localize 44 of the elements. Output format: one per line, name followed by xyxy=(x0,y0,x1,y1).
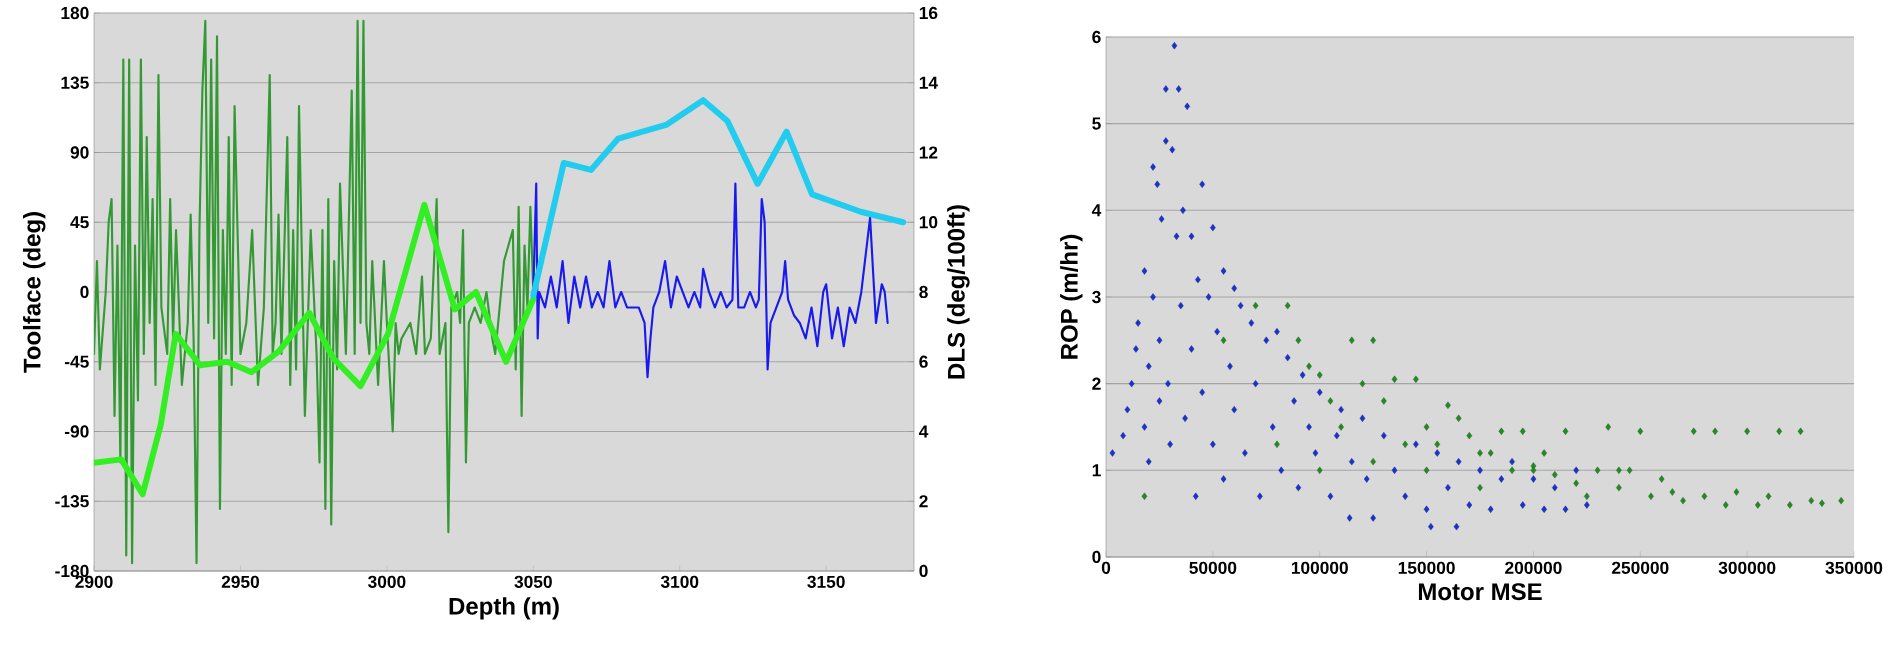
y-axis-title: Toolface (deg) xyxy=(22,212,46,373)
y-tick-label: 0 xyxy=(1092,550,1101,564)
x-axis-title: Depth (m) xyxy=(449,597,559,620)
x-tick-label: 250000 xyxy=(1611,561,1669,574)
y-tick-label: 2 xyxy=(1092,377,1101,390)
x-tick-label: 50000 xyxy=(1189,561,1237,574)
x-tick-label: 2900 xyxy=(75,575,113,588)
line-series xyxy=(94,19,535,565)
y-tick-label: 1 xyxy=(1092,464,1101,477)
y-tick-label: -180 xyxy=(55,564,89,578)
y2-tick-label: 8 xyxy=(919,285,928,299)
y2-tick-label: 16 xyxy=(919,6,938,20)
x-tick-label: 3150 xyxy=(807,575,845,588)
y-tick-label: 180 xyxy=(61,6,89,20)
x-tick-label: 0 xyxy=(1101,561,1111,574)
y-tick-label: 0 xyxy=(80,285,89,299)
y2-tick-label: 2 xyxy=(919,495,928,508)
y-axis-title: ROP (m/hr) xyxy=(1060,234,1083,359)
y-tick-label: 5 xyxy=(1092,117,1101,130)
x-tick-label: 2950 xyxy=(221,575,260,588)
y2-axis-title: DLS (deg/100ft) xyxy=(947,205,970,379)
y-tick-label: -135 xyxy=(55,495,89,508)
y2-tick-label: 4 xyxy=(919,425,929,438)
y-tick-label: 3 xyxy=(1092,290,1101,304)
y-tick-label: 6 xyxy=(1092,30,1101,44)
x-tick-label: 300000 xyxy=(1718,561,1776,574)
x-tick-label: 3000 xyxy=(367,575,406,588)
x-tick-label: 150000 xyxy=(1398,561,1455,574)
y2-tick-label: 10 xyxy=(919,216,938,229)
x-axis-title: Motor MSE xyxy=(1418,583,1542,601)
x-tick-label: 3100 xyxy=(660,575,699,588)
y-tick-label: -90 xyxy=(64,425,89,438)
y-tick-label: 45 xyxy=(70,216,89,229)
y2-tick-label: 14 xyxy=(919,76,938,89)
y2-tick-label: 6 xyxy=(919,355,928,368)
x-tick-label: 100000 xyxy=(1291,561,1348,574)
x-tick-label: 200000 xyxy=(1505,561,1562,574)
x-tick-label: 350000 xyxy=(1825,561,1883,574)
y2-tick-label: 12 xyxy=(919,146,938,159)
y-tick-label: 4 xyxy=(1091,204,1102,217)
x-tick-label: 3050 xyxy=(514,575,552,588)
y-tick-label: -45 xyxy=(64,355,89,368)
y-tick-label: 135 xyxy=(61,76,89,89)
y-tick-label: 90 xyxy=(70,146,89,159)
